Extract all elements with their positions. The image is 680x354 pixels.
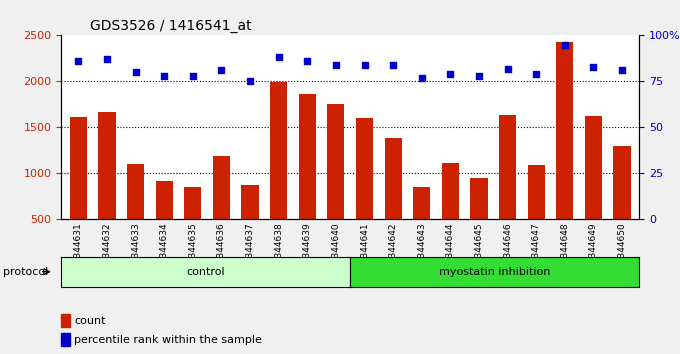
Point bbox=[130, 69, 141, 75]
Point bbox=[188, 73, 199, 79]
Bar bbox=[499, 115, 516, 266]
Text: percentile rank within the sample: percentile rank within the sample bbox=[74, 335, 262, 345]
Bar bbox=[585, 116, 602, 266]
Point bbox=[416, 75, 427, 81]
Point bbox=[531, 71, 542, 77]
Point bbox=[101, 57, 112, 62]
Bar bbox=[241, 185, 258, 266]
Point bbox=[560, 42, 571, 47]
Bar bbox=[213, 156, 230, 266]
Bar bbox=[70, 117, 87, 266]
Bar bbox=[184, 187, 201, 266]
Text: protocol: protocol bbox=[3, 267, 48, 277]
Point bbox=[302, 58, 313, 64]
Point bbox=[330, 62, 341, 68]
Bar bbox=[299, 94, 316, 266]
Point bbox=[473, 73, 484, 79]
Bar bbox=[556, 42, 573, 266]
Point bbox=[359, 62, 370, 68]
Point bbox=[73, 58, 84, 64]
Point bbox=[245, 79, 256, 84]
Text: GDS3526 / 1416541_at: GDS3526 / 1416541_at bbox=[90, 19, 252, 33]
Bar bbox=[528, 165, 545, 266]
Bar bbox=[413, 187, 430, 266]
Point bbox=[617, 68, 628, 73]
Point bbox=[502, 66, 513, 72]
Bar bbox=[356, 118, 373, 266]
Bar bbox=[613, 146, 630, 266]
Bar bbox=[156, 181, 173, 266]
Point bbox=[588, 64, 599, 69]
Bar bbox=[127, 164, 144, 266]
Text: count: count bbox=[74, 316, 105, 326]
Text: control: control bbox=[186, 267, 225, 277]
Bar bbox=[61, 333, 70, 346]
Text: myostatin inhibition: myostatin inhibition bbox=[439, 267, 550, 277]
Bar bbox=[61, 314, 70, 327]
Bar bbox=[442, 163, 459, 266]
Bar bbox=[471, 178, 488, 266]
Bar bbox=[327, 104, 345, 266]
Point bbox=[216, 68, 227, 73]
Point bbox=[388, 62, 398, 68]
Point bbox=[273, 55, 284, 60]
Bar bbox=[270, 82, 287, 266]
Bar bbox=[384, 138, 402, 266]
Point bbox=[158, 73, 169, 79]
Bar bbox=[99, 112, 116, 266]
Point bbox=[445, 71, 456, 77]
